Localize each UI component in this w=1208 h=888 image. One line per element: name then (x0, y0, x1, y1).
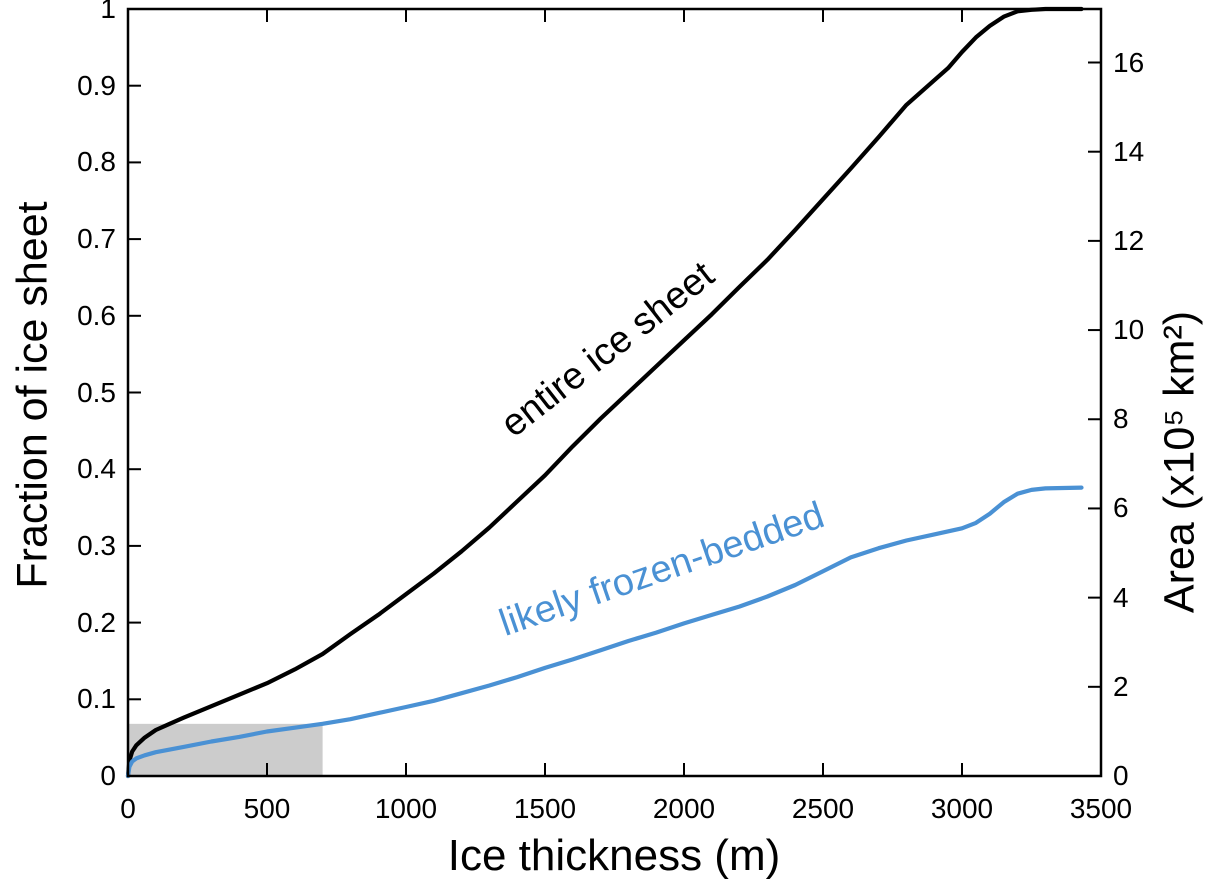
y-left-tick-label: 0.9 (77, 69, 116, 101)
y-left-tick-label: 0 (100, 760, 116, 791)
y-right-tick-label: 4 (1113, 581, 1129, 613)
y-left-tick-label: 0.4 (77, 453, 116, 485)
x-tick-label: 1000 (374, 793, 438, 824)
x-tick-label: 500 (243, 793, 291, 824)
curve-likely-frozen-bedded (125, 485, 1084, 779)
y-right-tick-label: 12 (1113, 224, 1145, 256)
y-left-tick-label: 0.5 (77, 376, 116, 408)
y-left-tick-label: 0.1 (77, 683, 116, 715)
y-right-tick-label: 6 (1113, 492, 1129, 524)
x-tick-label: 0 (120, 793, 136, 824)
y-right-tick-label: 16 (1113, 46, 1145, 78)
y-right-tick-label: 10 (1113, 314, 1145, 346)
curve-entire-ice-sheet (125, 6, 1084, 779)
y-left-tick-label: 1 (100, 0, 116, 24)
x-tick-label: 1500 (513, 793, 577, 824)
x-axis-label: Ice thickness (m) (447, 831, 781, 880)
y-left-tick-label: 0.2 (77, 606, 116, 638)
y-left-tick-label: 0.8 (77, 146, 116, 178)
y-left-tick-label: 0.6 (77, 299, 116, 331)
y-right-tick-label: 8 (1113, 403, 1129, 435)
y-left-tick-label: 0.7 (77, 223, 116, 255)
x-tick-label: 2000 (652, 793, 716, 824)
y-left-tick-label: 0.3 (77, 529, 116, 561)
x-tick-label: 2500 (791, 793, 855, 824)
y-axis-label-left: Fraction of ice sheet (8, 201, 57, 589)
y-right-tick-label: 14 (1113, 135, 1145, 167)
y-axis-label-right: Area (x10⁵ km²) (1155, 310, 1204, 614)
x-tick-label: 3000 (930, 793, 994, 824)
x-tick-label: 3500 (1069, 793, 1133, 824)
y-right-tick-label: 0 (1113, 760, 1129, 791)
y-right-tick-label: 2 (1113, 670, 1129, 702)
